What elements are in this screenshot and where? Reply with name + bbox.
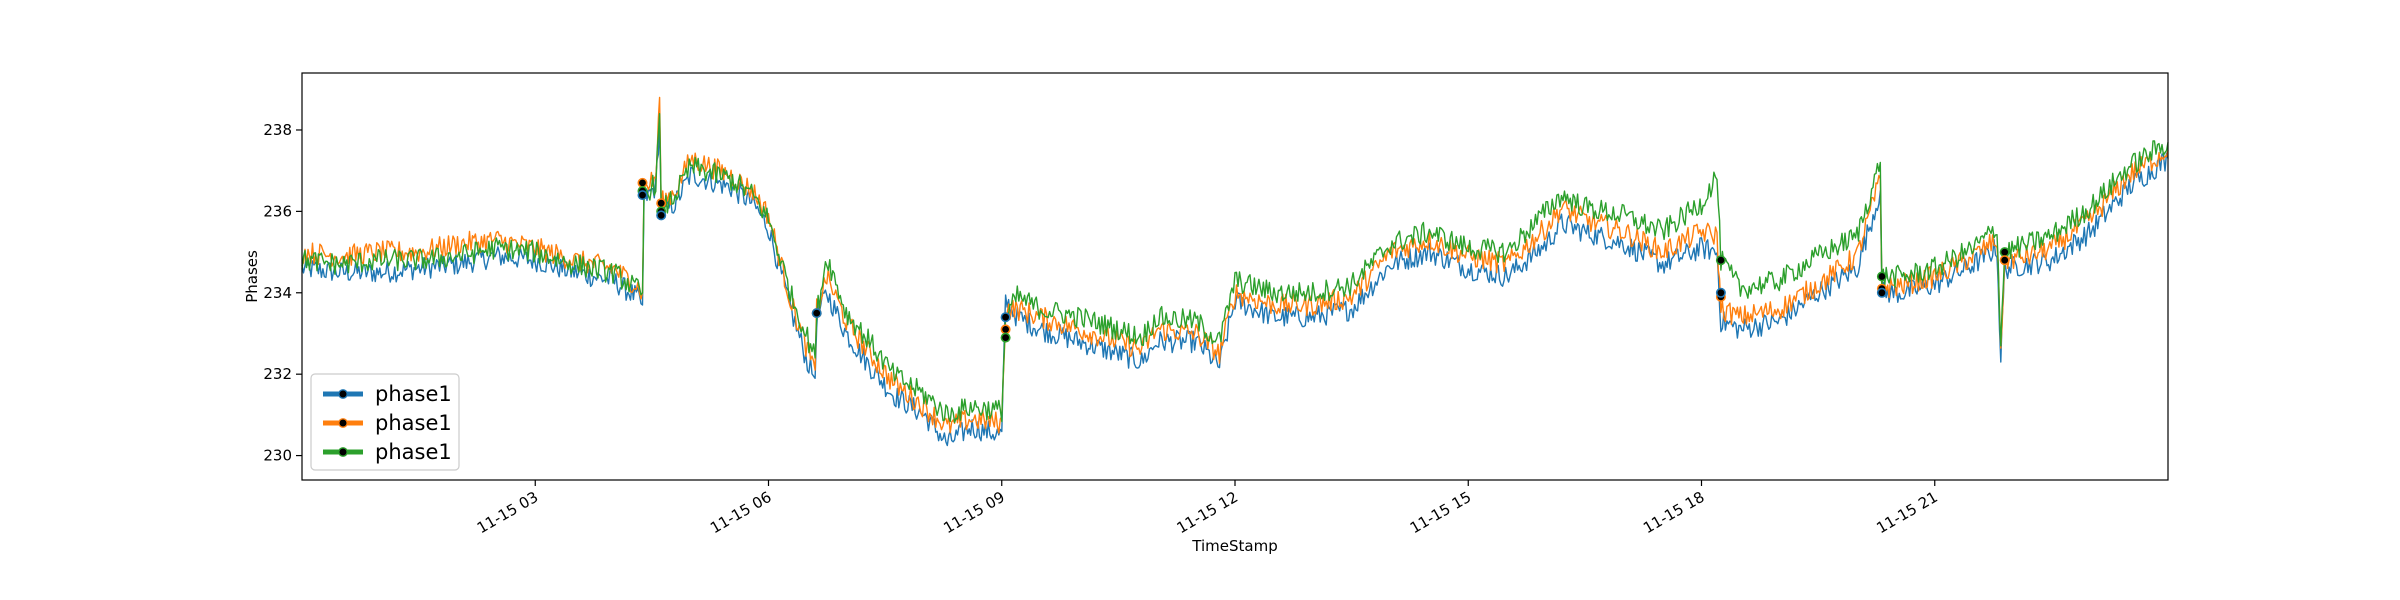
plot-area (301, 72, 2169, 481)
y-axis: 230 232 234 236 238 (263, 121, 302, 465)
event-marker-18 (1999, 247, 2010, 258)
event-marker-4 (656, 198, 667, 209)
series-line-1 (301, 121, 2169, 447)
series-line-3 (301, 113, 2169, 424)
event-marker-6 (656, 210, 667, 221)
event-marker-14 (1715, 287, 1726, 298)
legend-marker-1 (338, 389, 348, 399)
x-axis-label: TimeStamp (1191, 537, 1277, 555)
y-axis-label: Phases (243, 250, 261, 303)
legend-label-1: phase1 (375, 382, 452, 406)
series-line-2 (301, 96, 2169, 434)
event-marker-9 (1000, 312, 1011, 323)
event-marker-1 (637, 177, 648, 188)
event-marker-15 (1876, 271, 1887, 282)
legend-label-2: phase1 (375, 411, 452, 435)
y-tick-label-2: 232 (263, 365, 292, 383)
event-marker-12 (1715, 255, 1726, 266)
event-marker-17 (1876, 287, 1887, 298)
y-tick-label-5: 238 (263, 121, 292, 139)
event-marker-11 (1000, 332, 1011, 343)
legend-marker-2 (338, 418, 348, 428)
y-tick-label-4: 236 (263, 202, 292, 220)
event-marker-3 (637, 190, 648, 201)
series-group (301, 96, 2169, 447)
legend-box (310, 373, 460, 471)
y-tick-label-1: 230 (263, 447, 292, 465)
legend: phase1 phase1 phase1 (310, 373, 460, 471)
legend-label-3: phase1 (375, 440, 452, 464)
y-tick-label-3: 234 (263, 284, 292, 302)
legend-marker-3 (338, 447, 348, 457)
event-marker-19 (1999, 255, 2010, 266)
event-marker-8 (811, 308, 822, 319)
marker-group (637, 177, 2010, 343)
event-marker-10 (1000, 324, 1011, 335)
